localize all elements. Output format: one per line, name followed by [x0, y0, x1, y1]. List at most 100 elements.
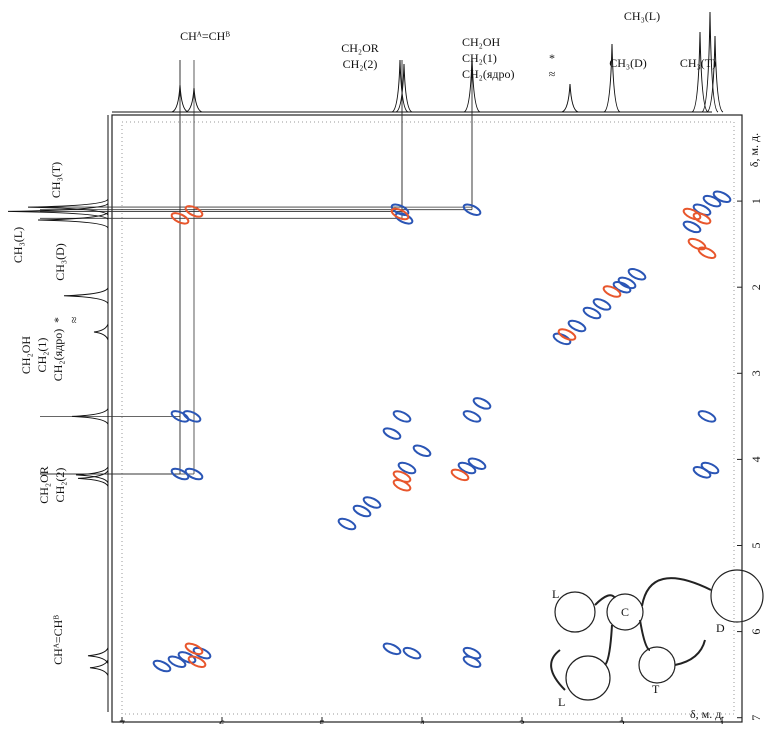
node-label: L [552, 587, 559, 601]
left-peak [7, 203, 109, 220]
node-label: T [652, 682, 660, 696]
x-tick-label: 6 [219, 717, 225, 724]
cross-peak [697, 246, 717, 260]
cross-peak [394, 212, 414, 225]
x-tick-label: 3 [519, 717, 525, 724]
cross-peak [472, 397, 492, 410]
cross-peak [337, 517, 357, 531]
top-peak [395, 63, 413, 113]
cross-peak [352, 504, 372, 518]
cross-peak [390, 207, 410, 221]
left-peak [37, 211, 109, 229]
node-label: L [558, 695, 565, 709]
cross-peak [382, 427, 402, 440]
y-tick-label: 7 [749, 715, 763, 721]
left-peak [71, 408, 109, 425]
top-peak [706, 35, 724, 113]
cross-peak [462, 655, 482, 668]
cross-peak [687, 237, 707, 251]
cross-peak [170, 410, 190, 423]
cross-peak [462, 203, 482, 216]
cross-peak [167, 655, 187, 668]
cross-peak [184, 467, 204, 481]
peak-label: CH₂(ядро) [462, 67, 514, 81]
cross-peak [392, 470, 412, 483]
top-peak [561, 83, 579, 113]
node [710, 569, 764, 623]
peak-label: CH₃(T) [680, 56, 716, 70]
cross-peak [612, 280, 632, 294]
peak-label: CH₃(L) [11, 227, 25, 263]
y-axis-label: δ, м. д. [747, 133, 761, 167]
peak-label: CH₂(2) [53, 468, 67, 503]
node [638, 646, 676, 684]
cross-peak [467, 457, 487, 470]
peak-label: CHᴬ=CHᴮ [180, 29, 230, 43]
cross-peak [692, 466, 712, 479]
left-peak [87, 647, 109, 664]
inset-diagram [550, 569, 764, 701]
y-tick-label: 1 [749, 198, 763, 204]
cross-peak [552, 332, 572, 346]
cross-peak [582, 306, 602, 320]
node [606, 593, 644, 631]
x-tick-label: 1 [719, 717, 725, 724]
peak-label: * [549, 51, 555, 65]
x-axis-label: δ, м. д. [690, 707, 724, 721]
cross-peak [702, 194, 722, 208]
top-peak [171, 84, 189, 113]
top-peak [701, 11, 719, 113]
y-tick-label: 5 [749, 542, 763, 548]
peak-label: CH₃(L) [624, 9, 660, 23]
peak-label: ≈ [67, 316, 81, 323]
y-tick-label: 6 [749, 629, 763, 635]
peak-label: CH₃(T) [49, 162, 63, 198]
cross-peak [712, 190, 732, 204]
x-tick-label: 7 [119, 717, 125, 724]
cross-peak [382, 642, 402, 656]
peak-label: CH₃(D) [609, 56, 647, 70]
cross-peak [682, 207, 702, 221]
y-tick-label: 4 [749, 456, 763, 462]
cross-peak [450, 468, 470, 482]
left-peak [63, 287, 109, 305]
peak-label: ≈ [549, 67, 556, 81]
top-peak [603, 43, 621, 113]
cross-peak [402, 646, 422, 660]
cross-peak [412, 444, 432, 458]
cross-peak [152, 659, 172, 673]
peak-label: CH₂(2) [343, 57, 378, 71]
cross-peak [397, 461, 417, 475]
y-tick-label: 2 [749, 284, 763, 290]
cross-peak [170, 467, 190, 481]
top-peak [391, 59, 409, 113]
cross-peak [462, 410, 482, 423]
left-peak [27, 198, 109, 216]
peak-label: CH₂OH [462, 35, 501, 49]
cross-peak [557, 328, 577, 341]
inner-frame [121, 121, 735, 715]
node [565, 655, 611, 701]
cross-peak [617, 276, 637, 290]
cross-peak [170, 212, 190, 225]
peak-label: CH₂(ядро) [51, 329, 65, 381]
x-tick-label: 5 [319, 717, 325, 724]
cross-peak [392, 410, 412, 423]
cross-peak [182, 410, 202, 423]
peak-label: CH₂(1) [35, 338, 49, 373]
peak-label: CHᴬ=CHᴮ [51, 615, 65, 665]
cross-peak [192, 646, 212, 660]
cross-peak [592, 298, 612, 311]
cross-peak [682, 220, 702, 234]
top-peak [691, 31, 709, 113]
cross-peak [627, 268, 647, 281]
x-tick-label: 2 [619, 717, 625, 724]
cross-peak [187, 655, 207, 668]
peak-label: CH₂OR [37, 466, 51, 504]
cross-peak [697, 410, 717, 423]
peak-label: CH₃(D) [53, 243, 67, 281]
cross-peak [567, 319, 587, 333]
cross-peak [457, 461, 477, 475]
left-peak [75, 466, 109, 484]
